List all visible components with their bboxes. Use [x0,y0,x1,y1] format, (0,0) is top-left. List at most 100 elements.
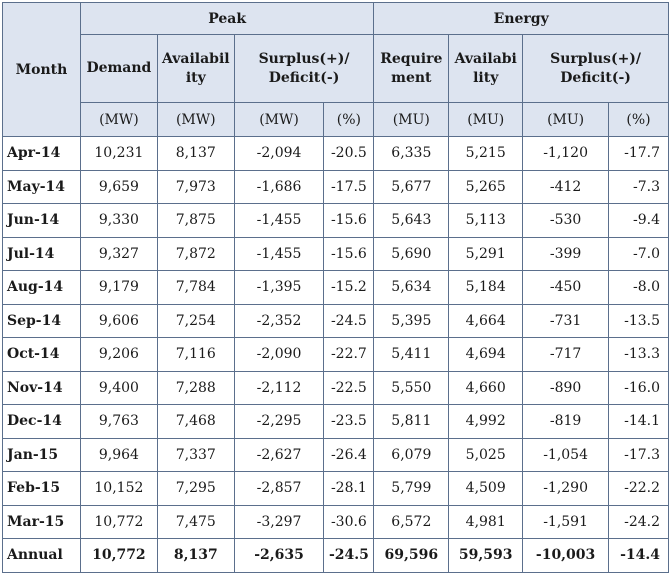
energy-surplus-mu-cell: -1,290 [522,471,610,506]
energy-surplus-pct-cell: -7.0 [608,236,669,271]
energy-requirement-cell: 5,634 [373,270,450,305]
peak-demand-cell: 9,179 [79,270,158,305]
table-row: Jan-15 9,964 7,337 -2,627 -26.4 6,079 5,025 -1,… [2,437,669,472]
energy-surplus-pct-cell: -7.3 [608,169,669,204]
peak-surplus-pct-cell: -20.5 [323,136,375,171]
peak-demand-cell: 9,763 [79,404,158,439]
peak-availability-cell: 7,254 [156,303,235,338]
peak-surplus-mw-cell: -1,455 [233,203,325,238]
energy-availability-cell: 59,593 [448,538,524,573]
energy-surplus-pct-cell: -16.0 [608,370,669,405]
peak-surplus-mw-cell: -2,090 [233,337,325,372]
month-cell: Dec-14 [2,404,81,439]
peak-group-header: Peak [79,2,375,35]
energy-requirement-cell: 6,572 [373,504,450,539]
peak-availability-cell: 7,784 [156,270,235,305]
table-row: Aug-14 9,179 7,784 -1,395 -15.2 5,634 5,184 -45… [2,270,669,305]
energy-requirement-cell: 5,411 [373,337,450,372]
annual-row: Annual 10,772 8,137 -2,635 -24.5 69,596 59,593… [2,538,669,573]
energy-availability-cell: 5,025 [448,437,524,472]
month-cell: May-14 [2,169,81,204]
peak-surplus-mw-cell: -2,857 [233,471,325,506]
energy-availability-cell: 5,113 [448,203,524,238]
peak-demand-cell: 10,772 [79,504,158,539]
energy-requirement-cell: 6,335 [373,136,450,171]
unit-energy-surplus-pct: (%) [608,102,669,137]
energy-requirement-cell: 6,079 [373,437,450,472]
peak-demand-cell: 9,964 [79,437,158,472]
table-row: Apr-14 10,231 8,137 -2,094 -20.5 6,335 5,215 -1… [2,136,669,171]
energy-surplus-mu-cell: -530 [522,203,610,238]
energy-requirement-cell: 5,799 [373,471,450,506]
energy-surplus-pct-cell: -13.5 [608,303,669,338]
energy-requirement-cell: 5,690 [373,236,450,271]
peak-demand-cell: 9,327 [79,236,158,271]
energy-surplus-pct-cell: -8.0 [608,270,669,305]
energy-availability-cell: 5,291 [448,236,524,271]
energy-availability-cell: 5,265 [448,169,524,204]
unit-peak-availability: (MW) [156,102,235,137]
peak-demand-cell: 9,659 [79,169,158,204]
energy-surplus-header: Surplus(+)/ Deficit(-) [522,34,669,103]
energy-surplus-mu-cell: -731 [522,303,610,338]
energy-availability-header: Availability [448,34,524,103]
energy-surplus-mu-cell: -412 [522,169,610,204]
unit-energy-availability: (MU) [448,102,524,137]
table-row: Mar-15 10,772 7,475 -3,297 -30.6 6,572 4,981 -1… [2,504,669,539]
peak-surplus-mw-cell: -2,295 [233,404,325,439]
month-cell: Nov-14 [2,370,81,405]
month-cell: Oct-14 [2,337,81,372]
energy-surplus-pct-cell: -14.4 [608,538,669,573]
month-cell: Feb-15 [2,471,81,506]
month-header: Month [2,2,81,137]
group-header-row: Month Peak Energy [2,2,669,137]
peak-availability-cell: 7,468 [156,404,235,439]
energy-surplus-mu-cell: -1,054 [522,437,610,472]
peak-surplus-pct-cell: -15.2 [323,270,375,305]
peak-demand-cell: 10,772 [79,538,158,573]
peak-demand-cell: 10,152 [79,471,158,506]
energy-availability-cell: 4,992 [448,404,524,439]
month-cell: Jan-15 [2,437,81,472]
peak-demand-cell: 9,400 [79,370,158,405]
energy-availability-cell: 4,509 [448,471,524,506]
energy-surplus-pct-cell: -14.1 [608,404,669,439]
table-row: Oct-14 9,206 7,116 -2,090 -22.7 5,411 4,694 -71… [2,337,669,372]
peak-surplus-mw-cell: -3,297 [233,504,325,539]
table-body: Apr-14 10,231 8,137 -2,094 -20.5 6,335 5,215 -1… [2,136,669,573]
month-cell: Aug-14 [2,270,81,305]
month-cell: Mar-15 [2,504,81,539]
peak-surplus-pct-cell: -22.7 [323,337,375,372]
peak-availability-cell: 7,116 [156,337,235,372]
peak-surplus-pct-cell: -30.6 [323,504,375,539]
month-cell: Apr-14 [2,136,81,171]
energy-surplus-mu-cell: -890 [522,370,610,405]
energy-requirement-cell: 5,677 [373,169,450,204]
table-row: Nov-14 9,400 7,288 -2,112 -22.5 5,550 4,660 -89… [2,370,669,405]
energy-requirement-cell: 69,596 [373,538,450,573]
peak-availability-cell: 7,973 [156,169,235,204]
energy-surplus-mu-cell: -10,003 [522,538,610,573]
table-row: Jul-14 9,327 7,872 -1,455 -15.6 5,690 5,291 -39… [2,236,669,271]
peak-availability-cell: 7,288 [156,370,235,405]
peak-surplus-pct-cell: -15.6 [323,203,375,238]
peak-demand-cell: 9,606 [79,303,158,338]
energy-requirement-cell: 5,643 [373,203,450,238]
energy-surplus-mu-cell: -450 [522,270,610,305]
table-row: Feb-15 10,152 7,295 -2,857 -28.1 5,799 4,509 -1… [2,471,669,506]
energy-surplus-pct-cell: -13.3 [608,337,669,372]
peak-surplus-pct-cell: -28.1 [323,471,375,506]
peak-surplus-mw-cell: -1,455 [233,236,325,271]
column-header-row: Demand Availability Surplus(+)/ Deficit(… [3,34,669,103]
peak-surplus-pct-cell: -26.4 [323,437,375,472]
table-row: Sep-14 9,606 7,254 -2,352 -24.5 5,395 4,664 -73… [2,303,669,338]
energy-group-header: Energy [373,2,669,35]
energy-requirement-cell: 5,550 [373,370,450,405]
peak-surplus-mw-cell: -2,094 [233,136,325,171]
peak-availability-cell: 7,875 [156,203,235,238]
month-cell: Annual [2,538,81,573]
table-row: Dec-14 9,763 7,468 -2,295 -23.5 5,811 4,992 -81… [2,404,669,439]
energy-surplus-mu-cell: -399 [522,236,610,271]
unit-peak-surplus-mw: (MW) [233,102,325,137]
